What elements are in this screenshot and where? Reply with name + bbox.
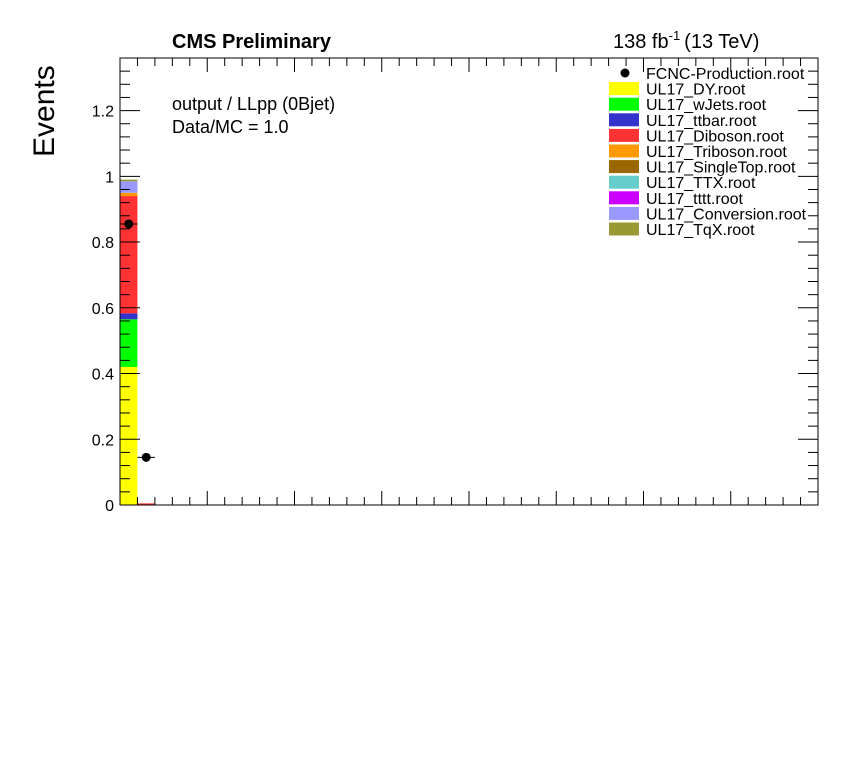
legend: FCNC-Production.rootUL17_DY.rootUL17_wJe… [609, 66, 807, 239]
legend-swatch [609, 191, 639, 205]
legend-swatch [609, 160, 639, 174]
legend-label: FCNC-Production.root [646, 66, 805, 83]
legend-swatch [609, 206, 639, 220]
legend-label: UL17_ttbar.root [646, 113, 757, 130]
y-tick-label: 1.2 [92, 104, 114, 121]
y-tick-label: 0.8 [92, 235, 114, 252]
data-point [124, 219, 134, 229]
y-axis-title: Events [28, 65, 61, 157]
legend-label: UL17_SingleTop.root [646, 160, 796, 177]
legend-swatch [609, 144, 639, 158]
annotation-line2: Data/MC = 1.0 [172, 117, 289, 137]
legend-swatch [609, 128, 639, 142]
legend-label: UL17_Diboson.root [646, 128, 784, 145]
legend-swatch [609, 113, 639, 127]
legend-label: UL17_Triboson.root [646, 144, 787, 161]
axes: 0 0.2 0.4 0.6 0.8 1 1.2 [92, 57, 819, 515]
chart-title: CMS Preliminary [172, 31, 332, 53]
legend-label: UL17_Conversion.root [646, 206, 807, 223]
y-tick-label: 1 [105, 169, 114, 186]
legend-label: UL17_tttt.root [646, 191, 744, 208]
y-tick-label: 0.6 [92, 301, 114, 318]
legend-label: UL17_TqX.root [646, 222, 755, 239]
bar-segment [120, 313, 138, 320]
data-points [120, 219, 155, 462]
annotation-line1: output / LLpp (0Bjet) [172, 94, 335, 114]
legend-label: UL17_wJets.root [646, 97, 767, 114]
bar-segment [120, 366, 138, 505]
legend-swatch [609, 222, 639, 236]
legend-label: UL17_DY.root [646, 82, 746, 99]
legend-label: UL17_TTX.root [646, 175, 756, 192]
y-tick-label: 0.2 [92, 432, 114, 449]
bar-segment [120, 319, 138, 367]
y-tick-label: 0.4 [92, 367, 114, 384]
bar-segment [120, 181, 138, 193]
bar-segment [120, 192, 138, 197]
bar-segment [137, 503, 155, 505]
legend-marker-data [620, 68, 630, 78]
legend-swatch [609, 97, 639, 111]
luminosity-label: 138 fb-1 (13 TeV) [613, 28, 759, 53]
legend-swatch [609, 175, 639, 189]
legend-swatch [609, 82, 639, 96]
data-point [141, 452, 151, 462]
bar-segment [120, 179, 138, 182]
y-tick-label: 0 [105, 498, 114, 515]
